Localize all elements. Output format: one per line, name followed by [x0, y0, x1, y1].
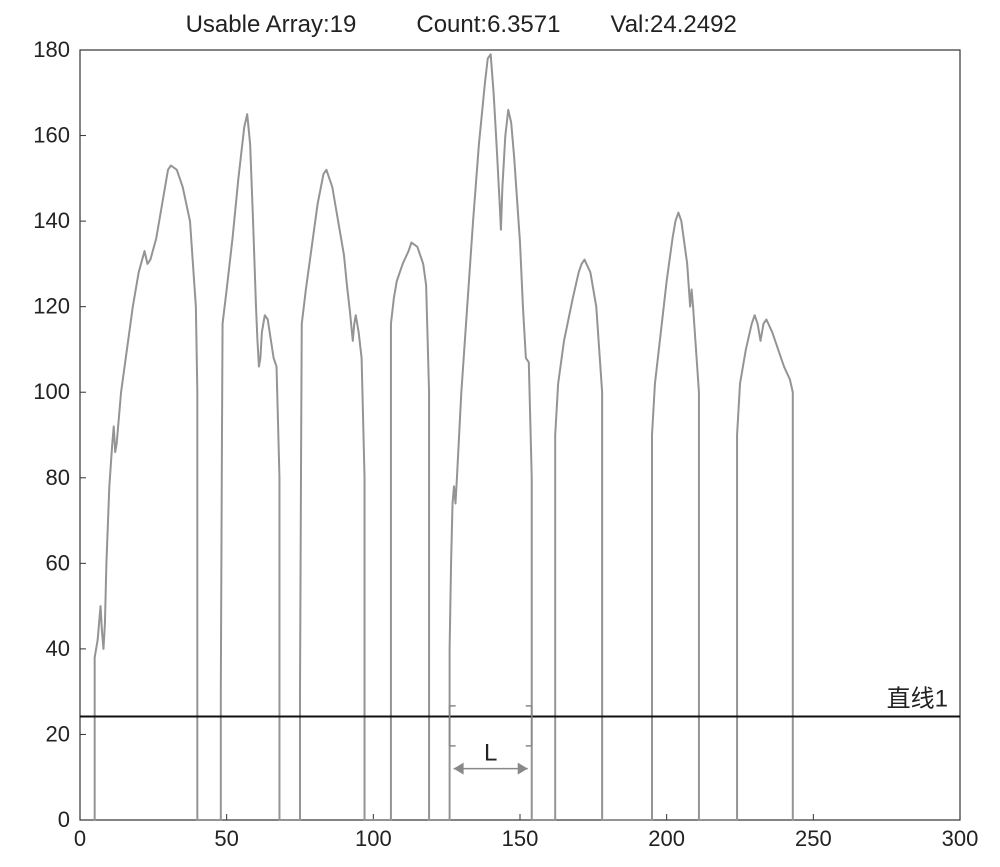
y-tick-label: 80 — [46, 465, 70, 490]
x-tick-label: 300 — [942, 826, 979, 851]
chart-title: Usable Array:19 Count:6.3571 Val:24.2492 — [186, 11, 737, 38]
y-tick-label: 40 — [46, 636, 70, 661]
y-tick-label: 60 — [46, 550, 70, 575]
y-tick-label: 180 — [33, 37, 70, 62]
y-tick-label: 0 — [58, 807, 70, 832]
chart-svg: 0 50 100 150 200 250 300 0 20 40 60 80 100 120 140 160 1… — [0, 0, 1000, 867]
x-tick-label: 100 — [355, 826, 392, 851]
y-tick-label: 120 — [33, 294, 70, 319]
x-tick-label: 150 — [502, 826, 539, 851]
title-segment: Val:24.2492 — [610, 11, 736, 38]
title-segment: Count:6.3571 — [416, 11, 560, 38]
x-tick-label: 50 — [214, 826, 238, 851]
x-tick-label: 200 — [648, 826, 685, 851]
x-tick-label: 0 — [74, 826, 86, 851]
y-tick-label: 100 — [33, 379, 70, 404]
x-tick-label: 250 — [795, 826, 832, 851]
y-tick-label: 140 — [33, 208, 70, 233]
y-tick-label: 160 — [33, 123, 70, 148]
chart-container: 0 50 100 150 200 250 300 0 20 40 60 80 100 120 140 160 1… — [0, 0, 1000, 867]
title-segment: Usable Array:19 — [186, 11, 357, 38]
reference-line-label: 直线1 — [887, 685, 948, 712]
y-tick-label: 20 — [46, 721, 70, 746]
width-label: L — [484, 740, 497, 767]
